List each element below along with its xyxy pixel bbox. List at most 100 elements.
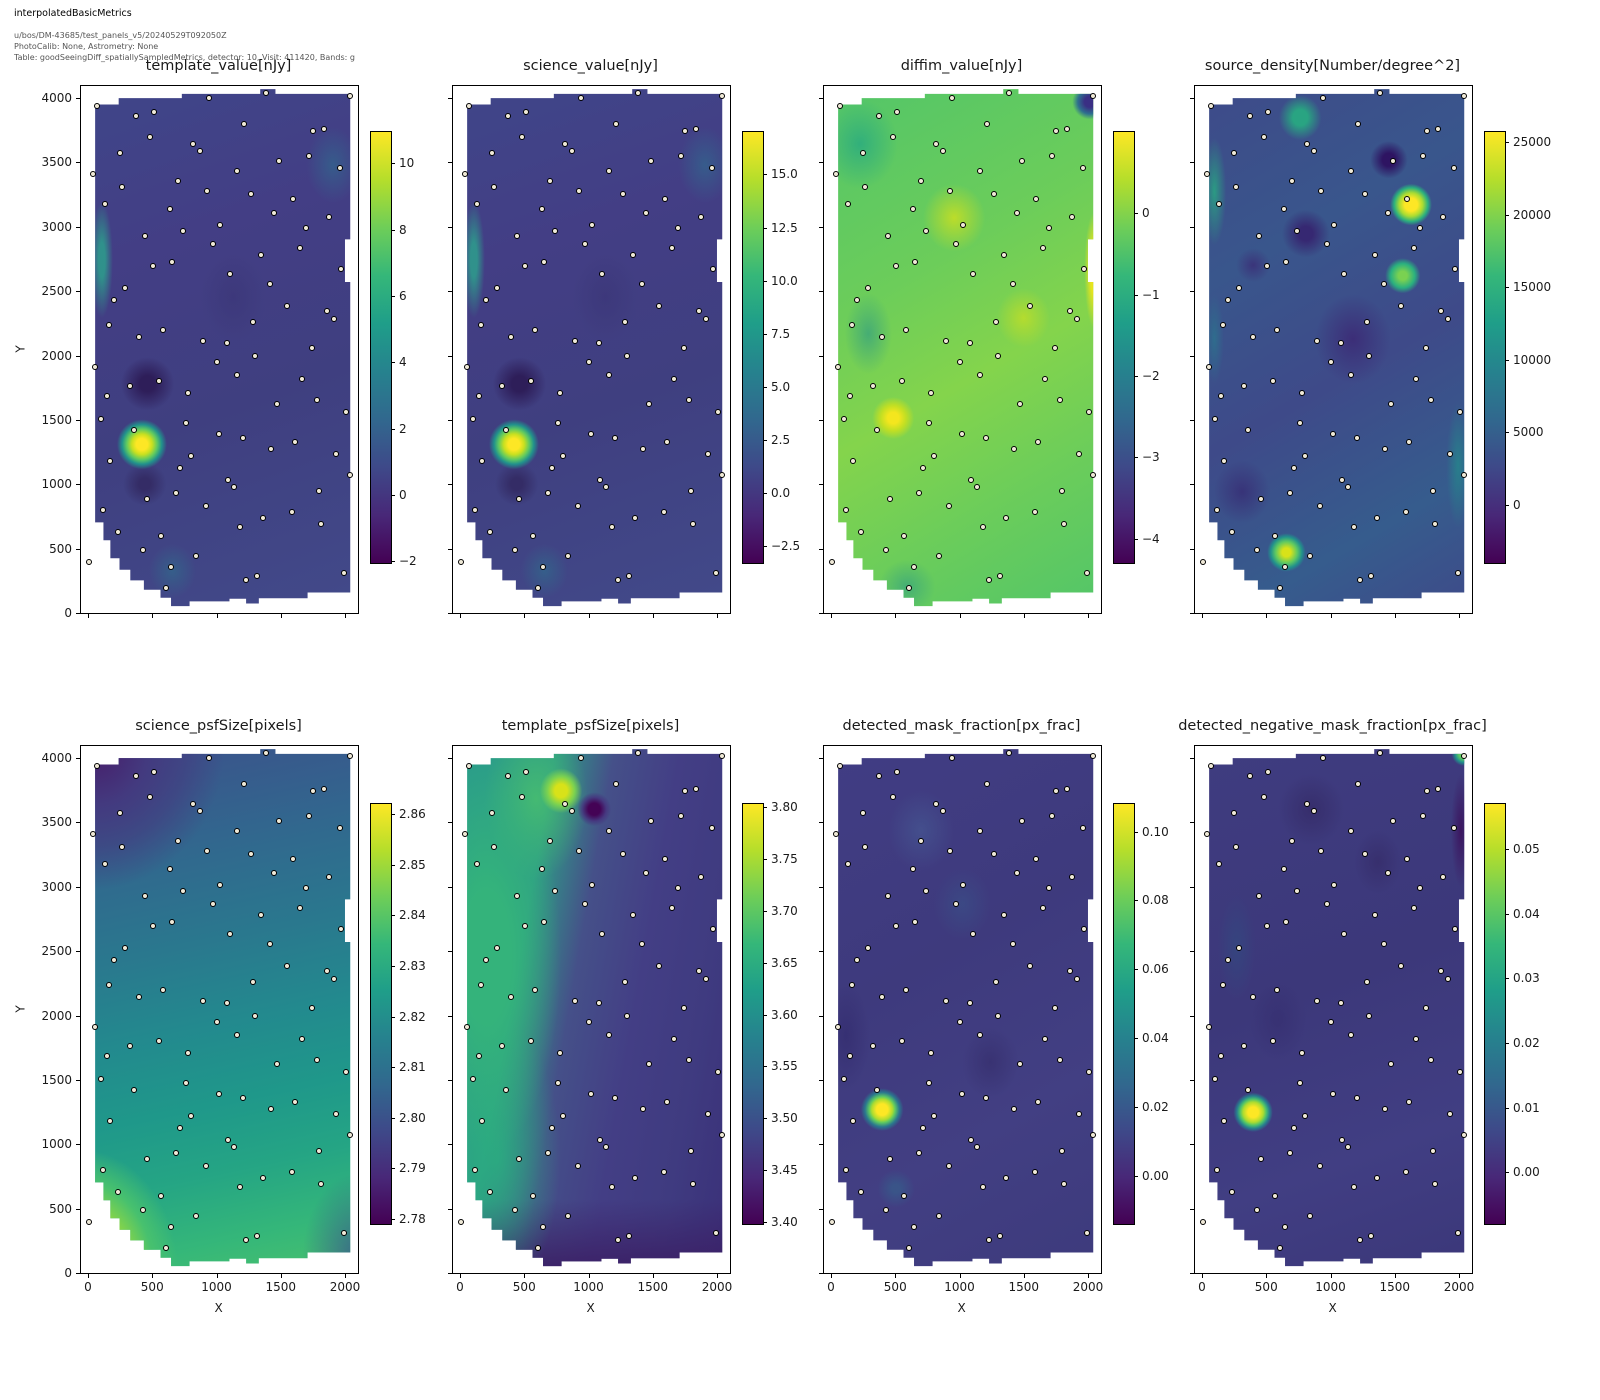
sample-point [1373,515,1380,522]
sample-point [595,1000,602,1007]
sample-point [202,1162,209,1169]
sample-point [718,472,725,479]
sample-point [237,1184,243,1191]
y-tick [448,162,452,164]
sample-point [715,409,722,416]
sample-point [879,994,885,1001]
sample-point [336,824,343,831]
sample-point [959,222,966,229]
sample-point [298,376,305,383]
colorbar-tick-label: 2.5 [771,432,791,447]
colorbar-tick [1134,213,1138,215]
sample-point [1010,1105,1017,1112]
sample-point [343,409,350,416]
y-tick [76,419,80,421]
sample-point [183,1080,190,1087]
colorbar-tick-label: 25000 [1513,135,1552,150]
sample-point [187,1113,194,1120]
sample-point [1207,762,1214,769]
sample-point [710,925,717,932]
colorbar-tick-label: 0.0 [771,485,791,500]
sample-point [508,994,514,1001]
sample-point [1353,1094,1360,1101]
y-tick-label: 500 [49,541,72,556]
sample-point [663,439,670,446]
y-tick [1190,226,1194,228]
sample-point [1320,94,1327,101]
x-tick [152,1274,154,1278]
x-tick [88,1274,89,1278]
sample-point [1291,1125,1297,1132]
sample-point [900,533,907,540]
sample-point [1203,831,1210,838]
sample-point [1366,1012,1373,1019]
sample-point [848,981,855,988]
sample-point [461,171,468,178]
sample-point [266,281,273,288]
figure-subtitle-calib: PhotoCalib: None, Astrometry: None [14,42,159,51]
sample-point [225,477,232,484]
plot-frame [448,85,731,618]
y-tick-label: 4000 [41,91,72,105]
sample-point [347,753,354,760]
sample-point [541,918,548,925]
sample-point [343,1069,350,1076]
colorbar-tick-label: 3.65 [771,955,798,970]
sample-point [1310,807,1317,814]
sample-point [534,584,541,591]
sample-point [303,885,310,892]
sample-point [141,233,148,240]
sample-point [477,981,484,988]
sample-point [847,392,854,399]
sample-point [572,998,579,1005]
sample-point [318,521,325,528]
sample-point [719,93,726,100]
sample-point [1049,812,1056,819]
sample-point [1457,409,1464,416]
sample-point [1218,1052,1225,1059]
sample-point [662,196,669,203]
panel-title: science_value[nJy] [523,58,658,74]
sample-point [1440,874,1447,881]
sample-point [620,190,627,197]
sample-point [89,171,96,178]
colorbar-tick-label: 2 [399,421,407,436]
sample-point [597,477,604,484]
sample-point [1228,1188,1235,1195]
y-tick [448,1273,452,1274]
colorbar-tick [1134,538,1138,540]
sample-point [1067,307,1073,314]
y-tick [76,886,80,888]
sample-point [853,956,860,963]
sample-point [1002,515,1009,522]
colorbar-tick-label: 0.04 [1142,1031,1169,1046]
sample-point [992,979,999,986]
sample-point [1368,573,1375,580]
sample-point [540,564,547,571]
sample-point [136,334,142,341]
sample-point [166,206,173,213]
sample-point [534,1244,541,1251]
y-tick [448,951,452,953]
sample-point [347,93,354,100]
colorbar-tick-label: 2.79 [399,1161,426,1176]
sample-point [147,134,154,141]
colorbar-tick-label: 3.55 [771,1059,798,1074]
sample-point [1215,861,1222,868]
sample-point [1390,158,1397,165]
y-tick-label: 3500 [41,155,72,170]
sample-point [266,941,273,948]
plot-frame: 0 500 1000 1500 2000 X [448,745,732,1315]
colorbar-tick-label: 10000 [1513,352,1552,367]
y-tick-label: 2000 [41,348,72,363]
y-tick [1190,1144,1194,1146]
y-tick [76,226,80,228]
y-tick [448,758,452,759]
sample-point [983,120,990,127]
x-tick [1394,1274,1396,1278]
sample-point [546,177,553,184]
sample-point [574,1162,581,1169]
sample-point [646,401,653,408]
sample-point [204,847,211,854]
sample-point [556,390,563,397]
